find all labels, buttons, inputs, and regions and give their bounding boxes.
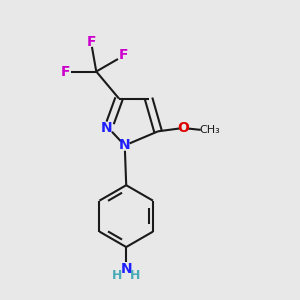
Text: H: H xyxy=(130,269,140,282)
Text: F: F xyxy=(118,49,128,62)
Text: F: F xyxy=(87,34,97,49)
Text: N: N xyxy=(120,262,132,276)
Text: N: N xyxy=(119,139,130,152)
Text: F: F xyxy=(61,64,71,79)
Text: O: O xyxy=(177,122,189,135)
Text: CH₃: CH₃ xyxy=(199,125,220,135)
Text: H: H xyxy=(112,269,123,282)
Text: N: N xyxy=(101,121,113,135)
